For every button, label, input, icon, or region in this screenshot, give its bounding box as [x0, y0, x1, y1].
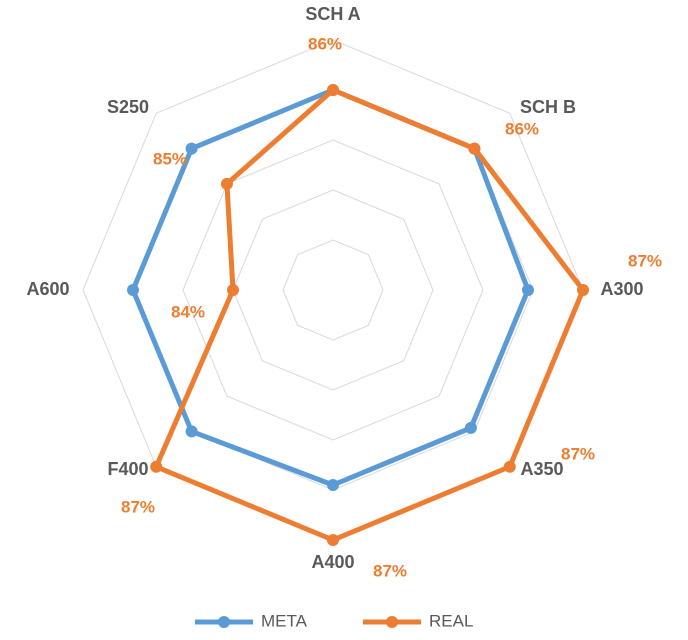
marker	[327, 479, 339, 491]
category-label: A400	[311, 552, 354, 572]
category-label: SCH A	[305, 4, 360, 24]
marker	[127, 284, 139, 296]
marker	[185, 425, 198, 438]
data-label: 87%	[373, 561, 407, 580]
marker	[327, 534, 339, 546]
grid-ring	[182, 139, 484, 441]
category-label: A300	[600, 279, 643, 299]
marker	[522, 284, 534, 296]
data-label: 85%	[153, 149, 187, 168]
grid-ring	[232, 189, 434, 391]
data-label: 86%	[308, 34, 342, 53]
marker	[150, 460, 163, 473]
legend-marker	[386, 616, 398, 628]
data-label: 87%	[561, 444, 595, 463]
marker	[468, 142, 481, 155]
legend-label: META	[261, 611, 308, 630]
category-label: A350	[520, 459, 563, 479]
category-label: S250	[107, 97, 149, 117]
data-label: 84%	[171, 302, 205, 321]
category-label: SCH B	[520, 97, 576, 117]
marker	[577, 284, 589, 296]
marker	[503, 460, 516, 473]
marker	[464, 421, 477, 434]
marker	[227, 284, 239, 296]
marker	[185, 142, 198, 155]
grid-ring	[282, 239, 384, 341]
marker	[327, 84, 339, 96]
marker	[220, 177, 233, 190]
data-label: 87%	[121, 497, 155, 516]
category-label: F400	[107, 459, 148, 479]
category-label: A600	[26, 279, 69, 299]
data-label: 87%	[628, 251, 662, 270]
data-label: 86%	[505, 119, 539, 138]
legend-label: REAL	[429, 611, 473, 630]
legend-marker	[218, 616, 230, 628]
